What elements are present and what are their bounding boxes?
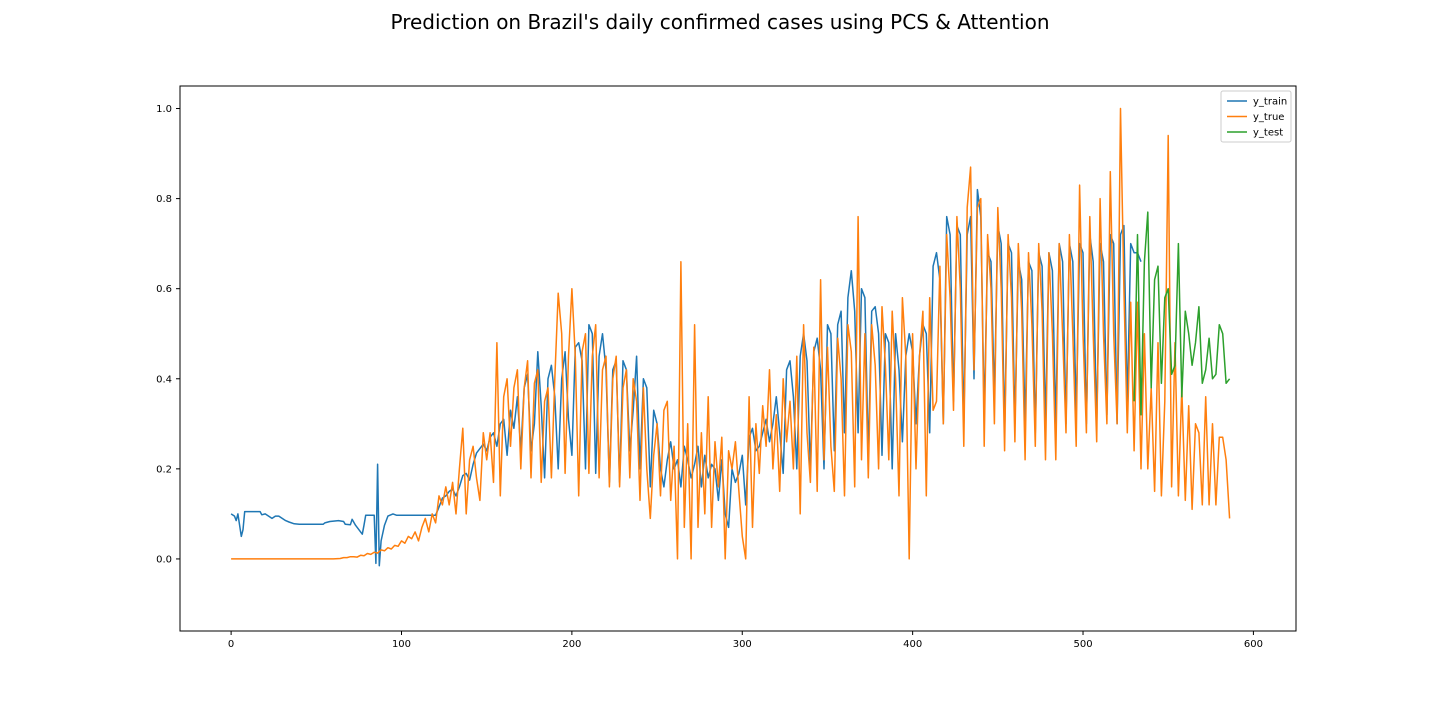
series-line-y-true bbox=[231, 107, 1231, 560]
series-line-y-train bbox=[230, 188, 1142, 567]
x-tick-label: 200 bbox=[562, 639, 581, 650]
x-tick-label: 0 bbox=[228, 639, 234, 650]
y-tick-label: 0.4 bbox=[156, 374, 172, 385]
x-axis: 0 100 200 300 400 500 600 bbox=[228, 631, 1263, 650]
legend-label-y-train: y_train bbox=[1253, 97, 1287, 108]
legend-label-y-true: y_true bbox=[1253, 112, 1284, 123]
y-tick-label: 1.0 bbox=[156, 104, 172, 115]
x-tick-label: 300 bbox=[733, 639, 752, 650]
x-tick-label: 100 bbox=[392, 639, 411, 650]
x-tick-label: 500 bbox=[1073, 639, 1092, 650]
x-tick-label: 400 bbox=[903, 639, 922, 650]
chart-title: Prediction on Brazil's daily confirmed c… bbox=[390, 10, 1050, 34]
legend-label-y-test: y_test bbox=[1253, 128, 1283, 139]
series-lines bbox=[230, 107, 1231, 567]
y-tick-label: 0.2 bbox=[156, 464, 172, 475]
legend-box bbox=[1220, 90, 1292, 143]
y-tick-label: 0.6 bbox=[156, 284, 172, 295]
y-tick-label: 0.8 bbox=[156, 194, 172, 205]
series-line-y-test bbox=[1133, 211, 1231, 416]
plot-area bbox=[179, 85, 1297, 632]
y-tick-label: 0.0 bbox=[156, 554, 172, 565]
x-tick-label: 600 bbox=[1244, 639, 1263, 650]
legend: y_train y_true y_test bbox=[1220, 90, 1292, 143]
y-axis: 0.0 0.2 0.4 0.6 0.8 1.0 bbox=[156, 104, 180, 565]
